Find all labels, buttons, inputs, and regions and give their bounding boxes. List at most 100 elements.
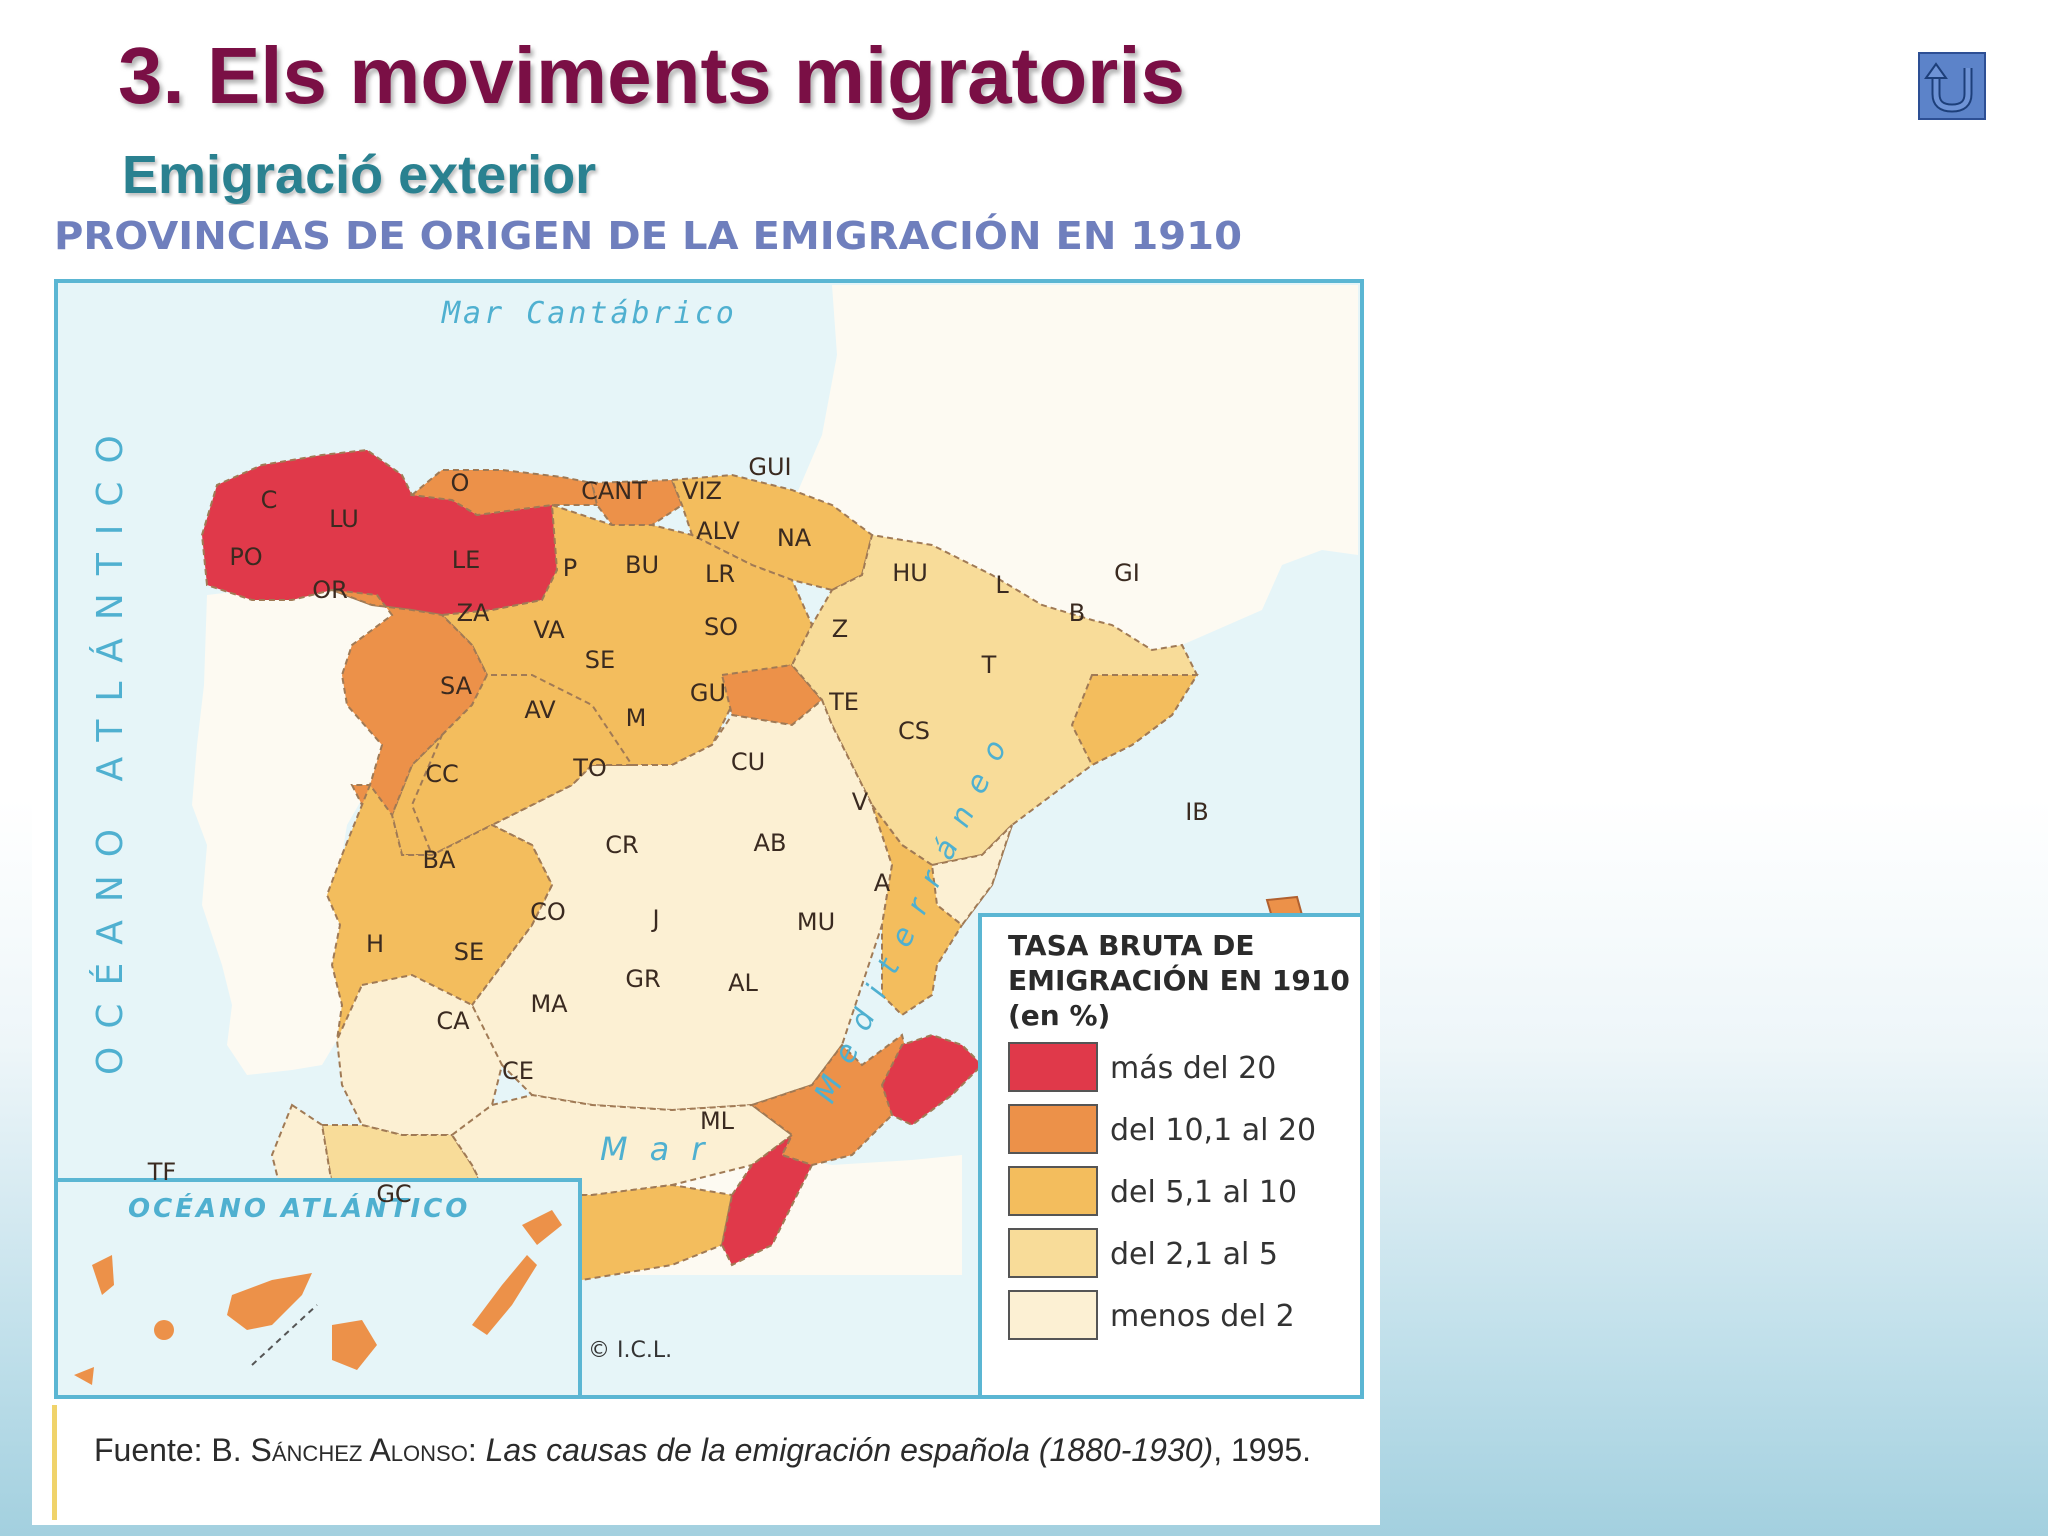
legend-swatch-10-20 <box>1008 1104 1098 1154</box>
sea-label-canarias: OCÉANO ATLÁNTICO <box>128 1192 470 1224</box>
province-label: ZA <box>457 599 490 627</box>
province-label: TF <box>147 1158 176 1186</box>
region-galicia-leon <box>200 448 559 617</box>
province-labels: C LU PO OR LE O CANT VIZ GUI ALV NA P BU… <box>147 453 1209 1208</box>
copyright-label: © I.C.L. <box>588 1338 672 1363</box>
canarias-inset <box>54 1178 582 1399</box>
region-alicante <box>880 1033 984 1127</box>
sea-label-atlantico: OCÉANO ATLÁNTICO <box>89 417 131 1075</box>
source-suffix: , 1995. <box>1213 1432 1312 1468</box>
island-gran-canaria <box>332 1320 377 1370</box>
legend-label: del 10,1 al 20 <box>1110 1113 1316 1148</box>
province-label: LE <box>452 546 481 574</box>
province-label: CANT <box>581 477 647 505</box>
region-barcelona <box>1070 674 1199 767</box>
province-label: IB <box>1185 798 1209 826</box>
province-label: OR <box>312 576 348 604</box>
province-label: GC <box>376 1180 411 1208</box>
region-almeria <box>720 1134 814 1267</box>
province-label: LU <box>329 505 359 533</box>
region-la-rioja <box>720 663 824 727</box>
legend-label: menos del 2 <box>1110 1299 1295 1334</box>
province-label: NA <box>777 524 812 552</box>
province-label: H <box>366 930 384 958</box>
province-label: CE <box>502 1057 534 1085</box>
province-label: LR <box>705 560 735 588</box>
province-label: HU <box>892 559 928 587</box>
slide-subtitle: Emigració exterior <box>122 145 597 205</box>
island-tenerife <box>227 1273 312 1330</box>
map-figure: PROVINCIAS DE ORIGEN DE LA EMIGRACIÓN EN… <box>32 205 1380 1525</box>
province-label: P <box>563 554 577 582</box>
province-label: SA <box>440 672 473 700</box>
legend-title-line1: TASA BRUTA DE <box>1008 929 1255 962</box>
sea-label-cantabrico: Mar Cantábrico <box>441 296 737 331</box>
island-fuerteventura <box>472 1255 537 1335</box>
province-label: A <box>874 869 891 897</box>
province-label: Z <box>832 615 848 643</box>
province-label: O <box>451 469 470 497</box>
province-label: GU <box>690 679 726 707</box>
emigration-map: PROVINCIAS DE ORIGEN DE LA EMIGRACIÓN EN… <box>54 214 1364 1399</box>
province-label: ML <box>700 1107 735 1135</box>
province-label: TO <box>572 754 607 782</box>
province-label: C <box>261 486 278 514</box>
island-el-hierro <box>74 1367 94 1385</box>
legend-swatch-under-2 <box>1008 1290 1098 1340</box>
province-label: SO <box>704 613 738 641</box>
province-label: B <box>1069 599 1085 627</box>
province-label: PO <box>229 543 262 571</box>
province-label: CU <box>731 748 765 776</box>
province-label: VA <box>533 616 565 644</box>
return-arrow-icon <box>1924 62 1973 113</box>
legend-swatch-2-5 <box>1008 1228 1098 1278</box>
province-label: GUI <box>748 453 791 481</box>
legend-swatch-over-20 <box>1008 1042 1098 1092</box>
canarias-divider <box>251 1304 318 1366</box>
region-castellon <box>930 824 1013 927</box>
province-label: CC <box>425 760 459 788</box>
source-prefix: Fuente: B. <box>94 1432 251 1468</box>
region-badajoz <box>335 973 504 1136</box>
province-label: J <box>650 905 659 933</box>
island-lanzarote <box>522 1210 562 1245</box>
portugal-land <box>192 580 392 1075</box>
province-label: CO <box>530 898 566 926</box>
province-label: ALV <box>696 517 740 545</box>
province-label: GI <box>1114 559 1140 587</box>
province-label: MA <box>530 990 568 1018</box>
legend-label: del 5,1 al 10 <box>1110 1175 1297 1210</box>
province-label: BU <box>625 551 659 579</box>
legend-label: más del 20 <box>1110 1051 1276 1086</box>
source-colon: : <box>467 1432 486 1468</box>
province-label: SE <box>454 938 484 966</box>
sea-label-mar: Mar <box>600 1130 726 1168</box>
province-label: MU <box>797 908 835 936</box>
province-label: GR <box>625 965 660 993</box>
island-la-palma <box>92 1255 114 1295</box>
source-work: Las causas de la emigración española (18… <box>485 1432 1214 1468</box>
province-label: SE <box>585 646 615 674</box>
source-accent-bar <box>52 1405 57 1520</box>
province-label: BA <box>423 846 456 874</box>
province-label: TE <box>828 688 859 716</box>
province-label: CR <box>605 831 638 859</box>
legend-title-line2: EMIGRACIÓN EN 1910 <box>1008 963 1350 997</box>
island-la-gomera <box>154 1320 174 1340</box>
map-legend: TASA BRUTA DE EMIGRACIÓN EN 1910 (en %) … <box>978 913 1364 1399</box>
province-label: VIZ <box>682 477 722 505</box>
back-button[interactable] <box>1918 52 1986 120</box>
map-title: PROVINCIAS DE ORIGEN DE LA EMIGRACIÓN EN… <box>54 214 1242 258</box>
province-label: M <box>626 704 647 732</box>
legend-title-line3: (en %) <box>1008 999 1110 1032</box>
province-label: V <box>852 788 869 816</box>
legend-label: del 2,1 al 5 <box>1110 1237 1278 1272</box>
province-label: AV <box>524 696 556 724</box>
slide-title: 3. Els moviments migratoris <box>118 31 1186 120</box>
source-citation: Fuente: B. Sánchez Alonso: Las causas de… <box>94 1425 1374 1475</box>
source-author: Sánchez Alonso <box>250 1432 468 1468</box>
province-label: CA <box>436 1007 470 1035</box>
region-cordoba-jaen <box>450 1093 794 1207</box>
province-label: T <box>981 651 997 679</box>
province-label: AL <box>728 969 758 997</box>
